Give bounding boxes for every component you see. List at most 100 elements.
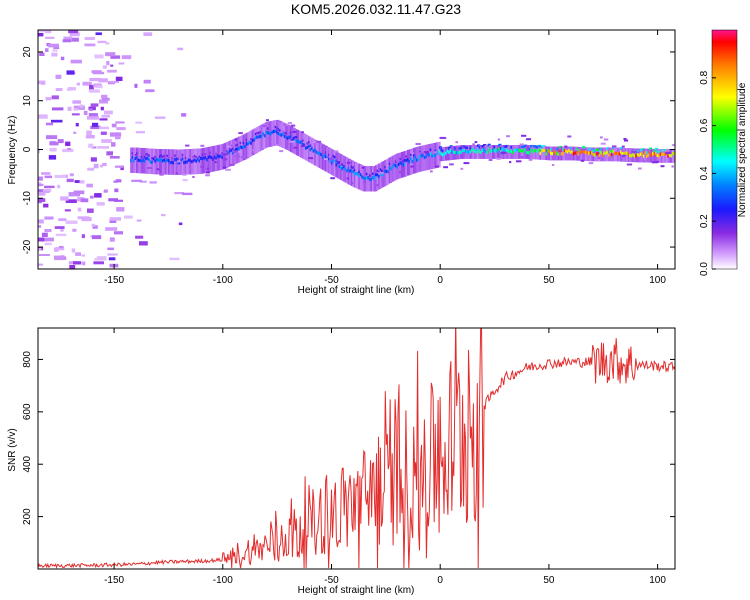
spectrogram-noise-cell [135, 235, 144, 239]
spectrogram-noise-cell [101, 97, 110, 101]
spectrogram-noise-cell [228, 163, 235, 166]
spectrogram-noise-cell [91, 235, 102, 240]
spectrogram-noise-cell [588, 162, 594, 165]
spectrogram-noise-cell [97, 40, 107, 44]
spectrogram-noise-cell [223, 153, 228, 156]
spectrogram-noise-cell [500, 155, 504, 158]
spectrogram-noise-cell [277, 121, 283, 124]
spectrogram-noise-cell [44, 242, 52, 246]
y-tick-label: 400 [22, 455, 33, 472]
spectrogram-noise-cell [182, 192, 193, 196]
spectrogram-noise-cell [169, 257, 180, 261]
spectrogram-noise-cell [460, 167, 464, 170]
spectrogram-noise-cell [290, 124, 296, 127]
spectrogram-noise-cell [434, 151, 437, 154]
spectrogram-ridge-halo [524, 145, 528, 159]
spectrogram-noise-cell [671, 144, 675, 147]
spectrogram-noise-cell [114, 199, 123, 202]
spectrogram-noise-cell [99, 126, 109, 130]
spectrogram-noise-cell [69, 32, 80, 37]
spectrogram-noise-cell [107, 253, 118, 256]
spectrogram-noise-cell [182, 179, 188, 182]
spectrogram-noise-cell [223, 158, 228, 161]
spectrogram-noise-cell [54, 226, 65, 229]
spectrogram-noise-cell [84, 37, 95, 40]
spectrogram-noise-cell [65, 141, 71, 146]
spectrogram-noise-cell [206, 167, 210, 170]
snr-panel: -150 -100 -50 0 50 100 200 400 600 800 Height of… [7, 327, 676, 596]
spectrogram-noise-cell [48, 155, 57, 160]
spectrogram-noise-cell [521, 156, 524, 159]
spectrogram-noise-cell [60, 56, 65, 61]
spectrogram-noise-cell [435, 165, 439, 168]
spectrogram-noise-cell [238, 150, 242, 153]
spectrogram-noise-cell [120, 165, 124, 171]
spectrogram-noise-cell [115, 136, 121, 140]
spectrogram-noise-cell [580, 159, 585, 162]
spectrogram-noise-cell [96, 202, 105, 206]
spectrogram-noise-cell [38, 32, 44, 37]
spectrogram-noise-cell [40, 81, 46, 85]
spectrogram-noise-cell [41, 172, 51, 175]
spectrogram-noise-cell [100, 164, 104, 168]
spectrogram-noise-cell [93, 83, 102, 88]
spectrogram-noise-cell [497, 138, 500, 141]
spectrogram-noise-cell [89, 108, 93, 112]
spectrogram-noise-cell [455, 141, 458, 144]
spectrogram-noise-cell [665, 152, 671, 155]
x-tick-label: -100 [213, 275, 233, 286]
spectrogram-noise-cell [567, 135, 572, 138]
figure-title: KOM5.2026.032.11.47.G23 [291, 1, 461, 17]
spectrogram-noise-cell [99, 99, 108, 104]
spectrogram-marks [38, 30, 675, 269]
spectrogram-noise-cell [90, 103, 99, 107]
spectrogram-noise-cell [38, 30, 47, 32]
colorbar-label: Normalized spectral amplitude [737, 82, 748, 217]
spectrogram-noise-cell [38, 237, 45, 242]
spectrogram-noise-cell [44, 229, 52, 233]
spectrogram-noise-cell [175, 172, 178, 175]
spectrogram-noise-cell [38, 149, 40, 154]
colorbar-tick-label: 0.6 [699, 118, 710, 132]
spectrogram-noise-cell [324, 158, 328, 161]
spectrogram-noise-cell [105, 52, 116, 57]
spectrogram-noise-cell [443, 166, 448, 169]
spectrogram-noise-cell [73, 190, 85, 195]
spectrogram-noise-cell [597, 159, 600, 162]
spectrogram-ridge-core [673, 152, 675, 156]
x-tick-label: 50 [543, 275, 555, 286]
spectrogram-noise-cell [139, 180, 147, 183]
spectrogram-noise-cell [93, 261, 104, 265]
spectrogram-noise-cell [68, 192, 80, 197]
y-tick-label: -10 [22, 191, 33, 206]
spectrogram-noise-cell [603, 138, 609, 141]
spectrogram-noise-cell [145, 89, 155, 93]
spectrogram-noise-cell [289, 140, 296, 143]
spectrogram-noise-cell [91, 146, 97, 149]
spectrogram-noise-cell [91, 70, 102, 73]
spectrogram-noise-cell [621, 145, 625, 148]
spectrogram-noise-cell [139, 241, 148, 246]
snr-y-label: SNR (v/v) [7, 428, 18, 471]
x-tick-label: -50 [324, 275, 339, 286]
spectrogram-noise-cell [89, 77, 102, 82]
spectrogram-noise-cell [361, 166, 365, 169]
spectrogram-noise-cell [631, 151, 637, 153]
spectrogram-noise-cell [234, 155, 240, 158]
spectrogram-noise-cell [551, 164, 555, 166]
colorbar-tick-label: 0.4 [699, 166, 710, 180]
spectrogram-noise-cell [262, 124, 266, 127]
spectrogram-noise-cell [82, 81, 92, 86]
spectrogram-noise-cell [284, 123, 289, 126]
spectrogram-noise-cell [48, 43, 59, 48]
colorbar-tick-label: 0.8 [699, 70, 710, 84]
spectrogram-noise-cell [57, 139, 64, 144]
spectrogram-noise-cell [638, 167, 642, 170]
spectrogram-noise-cell [506, 135, 510, 138]
spectrogram-ridge-core [612, 146, 616, 149]
spectrogram-noise-cell [280, 130, 286, 133]
spectrogram-noise-cell [73, 108, 79, 111]
spectrogram-noise-cell [38, 219, 44, 224]
spectrogram-noise-cell [410, 165, 414, 168]
